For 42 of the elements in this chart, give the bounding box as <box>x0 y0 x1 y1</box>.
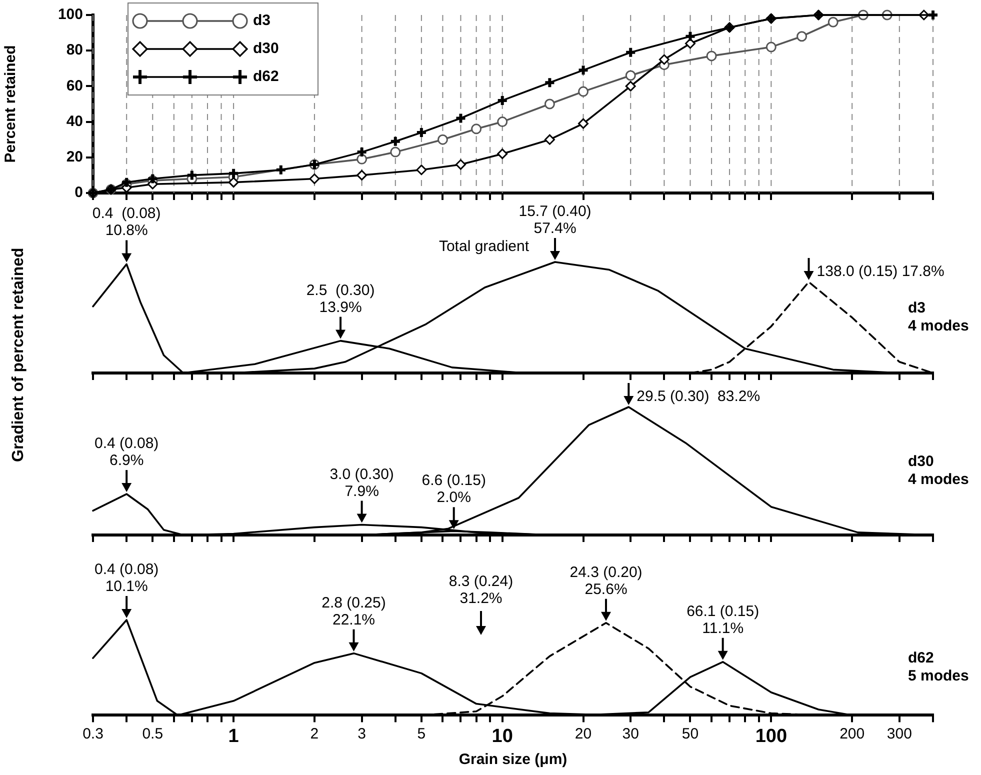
annotation: 0.4 (0.08) 6.9% <box>94 435 159 470</box>
annotation: 24.3 (0.20) 25.6% <box>570 564 642 598</box>
text: Total gradient <box>438 238 530 256</box>
y-axis-title: Percent retained <box>2 45 20 163</box>
annotation: 2.8 (0.25) 22.1% <box>322 594 386 628</box>
annotation: 0.4 (0.08) 10.8% <box>92 205 161 240</box>
annotation: 138.0 (0.15) 17.8% <box>816 262 944 280</box>
legend-label: d62 <box>253 68 279 86</box>
legend-label: d3 <box>253 12 271 30</box>
x-tick-label: 10 <box>492 726 513 747</box>
annotation: 2.5 (0.30) 13.9% <box>306 282 375 316</box>
y-tick-label: 40 <box>66 112 83 130</box>
x-tick-label: 30 <box>622 725 639 742</box>
annotation: 29.5 (0.30) 83.2% <box>636 388 760 405</box>
y-tick-label: 20 <box>66 148 83 166</box>
legend-label: d30 <box>253 40 279 58</box>
y-tick-label: 0 <box>74 184 83 202</box>
annotation: d30 4 modes <box>908 453 969 488</box>
annotation: d3 4 modes <box>908 300 969 335</box>
x-tick-label: 0.3 <box>82 725 104 742</box>
y-tick-label: 100 <box>58 6 83 24</box>
x-tick-label: 20 <box>574 725 592 742</box>
annotation: d62 5 modes <box>908 650 969 685</box>
x-tick-label: 1 <box>228 726 240 747</box>
x-tick-label: 100 <box>755 726 788 747</box>
x-axis-title: Grain size (μm) <box>458 751 568 768</box>
x-tick-label: 0.5 <box>142 725 164 742</box>
x-tick-label: 300 <box>886 725 912 742</box>
y-tick-label: 60 <box>66 77 83 94</box>
y-tick-label: 80 <box>66 42 83 59</box>
annotation: 15.7 (0.40) 57.4% <box>518 203 592 237</box>
annotation: 0.4 (0.08) 10.1% <box>94 561 159 595</box>
x-tick-label: 5 <box>417 725 426 742</box>
annotation: 66.1 (0.15) 11.1% <box>686 602 760 637</box>
x-tick-label: 50 <box>682 725 699 742</box>
y-axis-title: Gradient of percent retained <box>10 248 28 462</box>
annotation: 6.6 (0.15) 2.0% <box>422 472 486 506</box>
text: 8.3 (0.24) 31.2% <box>448 573 514 608</box>
x-tick-label: 200 <box>840 725 865 742</box>
x-tick-label: 3 <box>358 725 366 742</box>
annotation: 3.0 (0.30) 7.9% <box>330 466 394 500</box>
x-tick-label: 2 <box>310 725 319 742</box>
